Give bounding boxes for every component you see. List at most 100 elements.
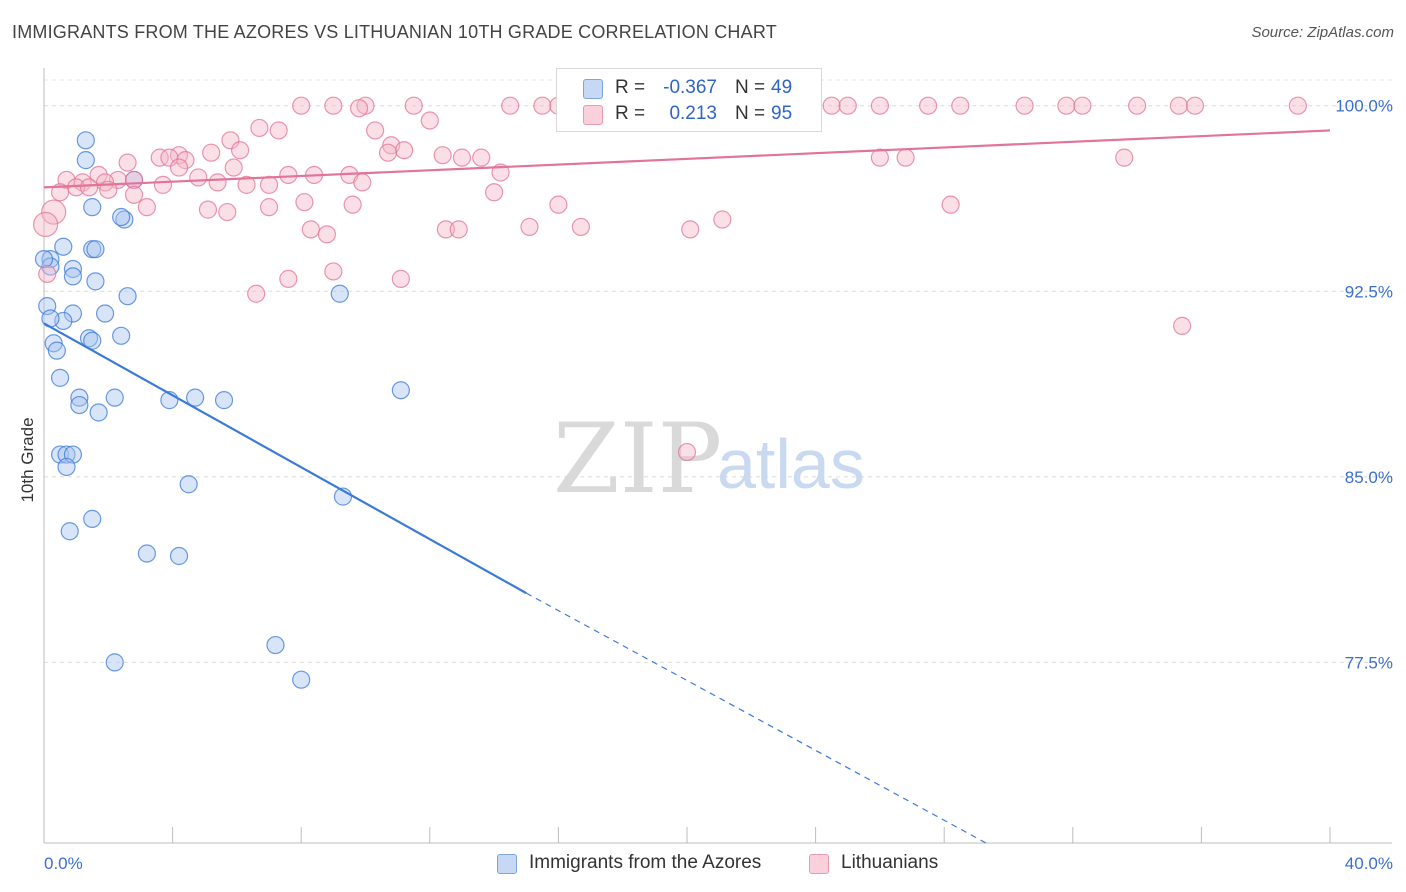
azores-point: [179, 475, 198, 494]
lithuanian-point: [1115, 148, 1134, 167]
azores-swatch: [497, 854, 517, 874]
lithuanian-point: [366, 121, 385, 140]
azores-point: [63, 304, 83, 323]
gridlines: [44, 79, 1392, 663]
lithuanian-point: [259, 175, 279, 194]
azores-point: [86, 240, 105, 259]
lithuanian-point: [951, 96, 970, 115]
lithuanian-point: [292, 96, 311, 115]
r-value: -0.367: [663, 77, 717, 98]
lithuanian-point: [449, 220, 468, 239]
azores-point: [70, 395, 89, 415]
lithuanian-point: [153, 175, 173, 194]
azores-point: [76, 131, 95, 150]
watermark-zip: ZIP: [553, 403, 722, 515]
lithuanian-point: [349, 99, 369, 118]
lithuanian-point: [472, 148, 491, 167]
stats-legend: R = -0.367 N = 49 R = 0.213 N = 95: [556, 68, 822, 132]
lithuanian-point: [218, 202, 237, 222]
lithuanian-point: [571, 217, 591, 237]
azores-point: [137, 544, 156, 563]
lithuanian-point: [822, 96, 841, 115]
lithuanian-point: [1169, 96, 1188, 115]
azores-point: [391, 381, 410, 400]
lithuanian-point: [250, 118, 269, 138]
azores-point: [112, 207, 131, 227]
azores-point: [63, 259, 83, 279]
lithuanian-point: [1173, 316, 1192, 335]
azores-point: [186, 388, 205, 407]
y-tick-label: 92.5%: [1345, 282, 1393, 301]
azores-point: [70, 388, 89, 407]
r-label: R =: [615, 103, 646, 124]
azores-point: [266, 635, 285, 655]
azores-point: [57, 445, 76, 464]
lithuanian-point: [169, 158, 189, 177]
lithuanian-point: [221, 131, 240, 150]
lithuanian-point: [33, 211, 59, 238]
lithuanian-point: [681, 220, 700, 239]
lithuanian-point: [50, 183, 70, 202]
watermark: ZIP atlas: [553, 403, 865, 515]
azores-point: [330, 284, 349, 303]
lithuanian-point: [150, 148, 169, 167]
lithuanian-trend-line: [43, 129, 1331, 189]
azores-point: [214, 391, 234, 410]
x-tick-label: 0.0%: [44, 854, 83, 873]
lithuanian-point: [1185, 96, 1205, 115]
azores-point: [76, 151, 95, 170]
azores-point: [115, 210, 134, 229]
lithuanian-point: [870, 148, 890, 167]
azores-point: [47, 341, 66, 360]
watermark-atlas: atlas: [717, 425, 865, 503]
azores-point: [79, 329, 99, 348]
azores-point: [89, 403, 108, 422]
stats-row-azores: R = -0.367 N = 49: [557, 75, 821, 101]
stats-row-lithuanians: R = 0.213 N = 95: [557, 101, 821, 127]
azores-trend-extension: [525, 592, 987, 844]
lithuanian-point: [520, 217, 539, 237]
series-legend: Immigrants from the Azores Lithuanians: [0, 852, 1406, 876]
lithuanian-point: [919, 96, 938, 115]
lithuanian-point: [89, 165, 108, 185]
azores-point: [86, 272, 105, 291]
lithuanian-point: [1015, 96, 1034, 115]
lithuanian-point: [247, 284, 266, 303]
lithuanian-point: [224, 158, 243, 177]
r-value: 0.213: [669, 103, 717, 124]
azores-point: [105, 653, 124, 672]
lithuanian-point: [420, 111, 439, 130]
lithuanian-point: [452, 148, 472, 167]
lithuanians-swatch: [809, 854, 829, 874]
lithuanian-point: [485, 183, 504, 202]
lithuanian-point: [391, 269, 410, 288]
lithuanian-point: [1288, 96, 1307, 115]
lithuanian-point: [838, 96, 857, 115]
lithuanian-point: [79, 178, 99, 197]
lithuanian-point: [1073, 96, 1092, 115]
azores-point: [60, 522, 79, 541]
lithuanian-point: [353, 173, 372, 192]
azores-point: [83, 509, 102, 528]
lithuanian-point: [317, 225, 337, 244]
lithuanian-point: [301, 220, 320, 239]
lithuanian-point: [269, 121, 288, 140]
x-tick-label: 40.0%: [1345, 854, 1393, 873]
lithuanian-point: [896, 148, 915, 167]
lithuanian-point: [433, 146, 452, 165]
data-points: [33, 96, 1307, 689]
lithuanian-point: [189, 168, 208, 187]
chart-title: IMMIGRANTS FROM THE AZORES VS LITHUANIAN…: [12, 22, 777, 42]
lithuanian-point: [279, 269, 298, 288]
azores-point: [112, 326, 131, 345]
lithuanian-point: [324, 96, 343, 115]
azores-point: [95, 304, 115, 323]
azores-point: [118, 287, 137, 306]
azores-point: [105, 388, 124, 407]
lithuanian-point: [394, 141, 414, 160]
lithuanian-point: [436, 220, 455, 239]
y-tick-label: 85.0%: [1345, 468, 1393, 487]
lithuanian-point: [295, 193, 314, 212]
lithuanian-point: [501, 96, 520, 115]
